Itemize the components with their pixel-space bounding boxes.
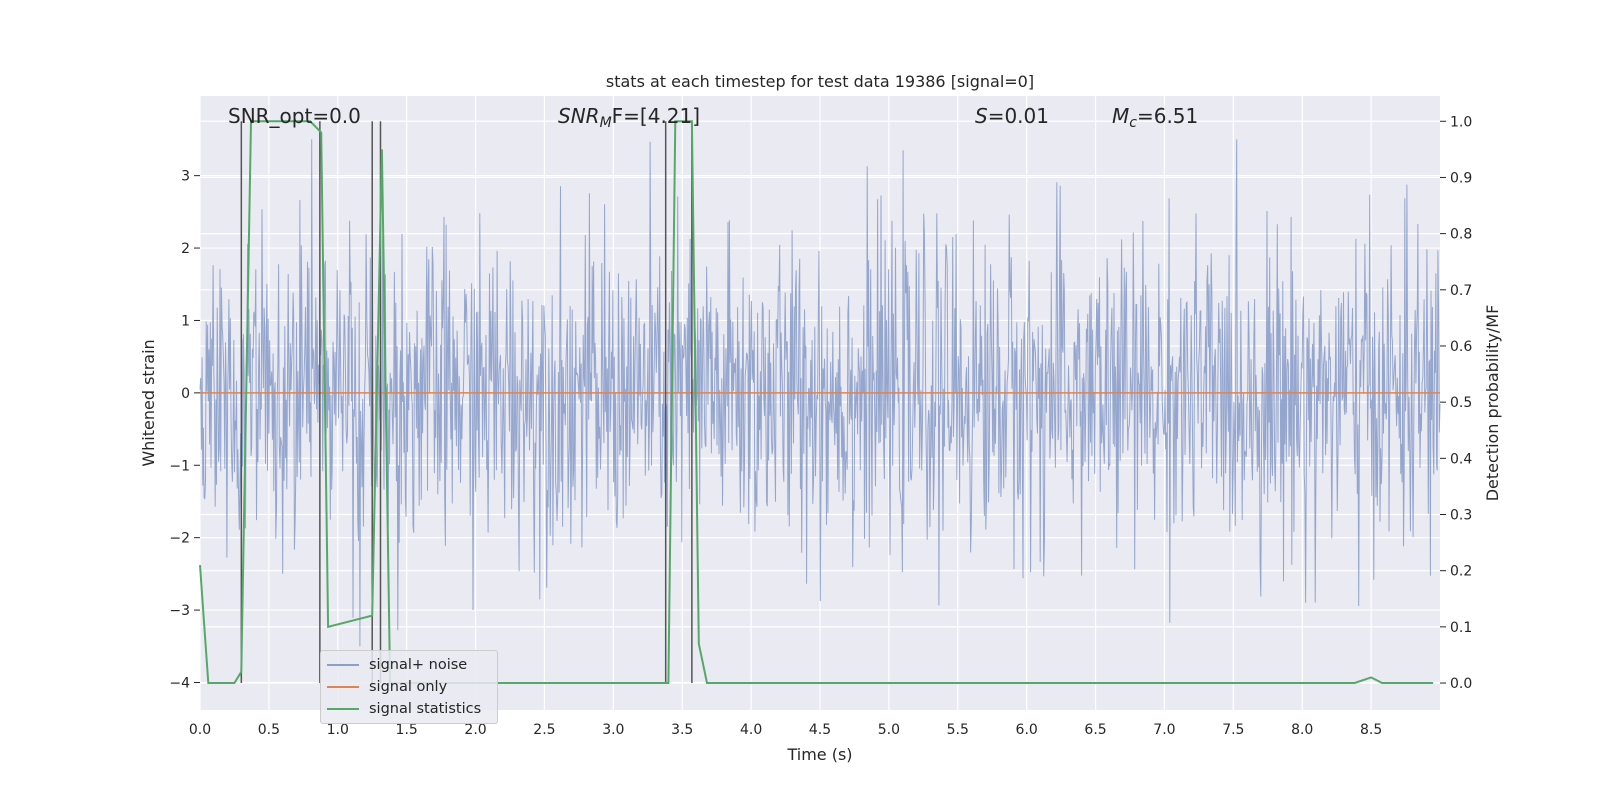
y-tick-label: −2 <box>169 531 190 547</box>
y-right-tick-label: 0.9 <box>1450 170 1472 186</box>
annotation-snr-mf: SNRMF=[4.21] <box>558 104 700 131</box>
y-tick-label: 0 <box>181 386 190 402</box>
y-right-tick-label: 0.1 <box>1450 620 1472 636</box>
y-right-tick-label: 0.2 <box>1450 564 1472 580</box>
annotation-s: S=0.01 <box>975 104 1049 128</box>
x-tick-label: 1.0 <box>327 722 349 738</box>
annotation-mc: Mc=6.51 <box>1112 104 1198 131</box>
signal-noise-series <box>199 139 1441 647</box>
legend-swatch-signal-noise <box>327 664 359 666</box>
legend-label-signal-statistics: signal statistics <box>369 701 482 717</box>
x-tick-label: 1.5 <box>396 722 418 738</box>
legend-label-signal-noise: signal+ noise <box>369 657 468 673</box>
legend-swatch-signal-statistics <box>327 708 359 710</box>
y-right-tick-label: 0.4 <box>1450 451 1472 467</box>
x-tick-label: 2.0 <box>464 722 486 738</box>
x-tick-label: 4.0 <box>740 722 762 738</box>
annotation-snr-opt: SNR_opt=0.0 <box>228 104 361 128</box>
y-tick-labels: 3 2 1 0 −1 −2 −3 −4 <box>169 169 200 691</box>
x-tick-label: 8.0 <box>1291 722 1313 738</box>
annotation-snr-mf-main: SNR <box>558 104 600 128</box>
legend-item-signal-noise: signal+ noise <box>327 655 467 675</box>
y-right-tick-label: 0.3 <box>1450 508 1472 524</box>
x-tick-label: 6.5 <box>1084 722 1106 738</box>
x-tick-label: 5.5 <box>947 722 969 738</box>
x-tick-label: 6.0 <box>1016 722 1038 738</box>
x-tick-label: 3.0 <box>602 722 624 738</box>
x-tick-label: 0.5 <box>258 722 280 738</box>
x-tick-label: 7.0 <box>1153 722 1175 738</box>
y-right-tick-label: 0.0 <box>1450 676 1472 692</box>
annotation-mc-rest: =6.51 <box>1137 104 1198 128</box>
legend-item-signal-only: signal only <box>327 677 447 697</box>
y-tick-label: −3 <box>169 603 190 619</box>
y-right-tick-label: 0.6 <box>1450 339 1472 355</box>
legend-swatch-signal-only <box>327 686 359 688</box>
annotation-mc-main: M <box>1112 104 1129 128</box>
legend-label-signal-only: signal only <box>369 679 448 695</box>
y-right-axis-label: Detection probability/MF <box>1483 305 1502 502</box>
annotation-mc-sub: c <box>1129 115 1137 131</box>
annotation-snr-mf-rest: F=[4.21] <box>612 104 700 128</box>
x-tick-label: 2.5 <box>533 722 555 738</box>
y-right-tick-label: 0.8 <box>1450 227 1472 243</box>
y-right-tick-label: 0.7 <box>1450 283 1472 299</box>
y-axis-label: Whitened strain <box>139 339 158 466</box>
y-right-tick-label: 1.0 <box>1450 114 1472 130</box>
x-tick-label: 5.0 <box>878 722 900 738</box>
y-tick-label: 2 <box>181 241 190 257</box>
y-tick-label: 1 <box>181 313 190 329</box>
annotation-snr-mf-sub: M <box>600 115 612 131</box>
y-tick-label: −4 <box>169 675 190 691</box>
x-tick-label: 8.5 <box>1360 722 1382 738</box>
annotation-s-main: S <box>975 104 988 128</box>
y-tick-label: −1 <box>169 458 190 474</box>
x-tick-label: 0.0 <box>189 722 211 738</box>
legend: signal+ noise signal only signal statist… <box>320 650 498 724</box>
x-tick-label: 7.5 <box>1222 722 1244 738</box>
signal-noise-line <box>199 139 1441 647</box>
y-right-tick-labels: 1.0 0.9 0.8 0.7 0.6 0.5 0.4 0.3 0.2 0.1 0.0 <box>1440 114 1472 692</box>
chart-title: stats at each timestep for test data 193… <box>606 72 1034 91</box>
annotation-s-rest: =0.01 <box>988 104 1049 128</box>
x-tick-labels: 0.0 0.5 1.0 1.5 2.0 2.5 3.0 3.5 4.0 4.5 5.0 5.5 6.0 6… <box>189 722 1382 738</box>
x-tick-label: 3.5 <box>671 722 693 738</box>
y-right-tick-label: 0.5 <box>1450 395 1472 411</box>
x-axis-label: Time (s) <box>786 745 852 764</box>
y-tick-label: 3 <box>181 169 190 185</box>
x-tick-label: 4.5 <box>809 722 831 738</box>
legend-item-signal-statistics: signal statistics <box>327 699 481 719</box>
